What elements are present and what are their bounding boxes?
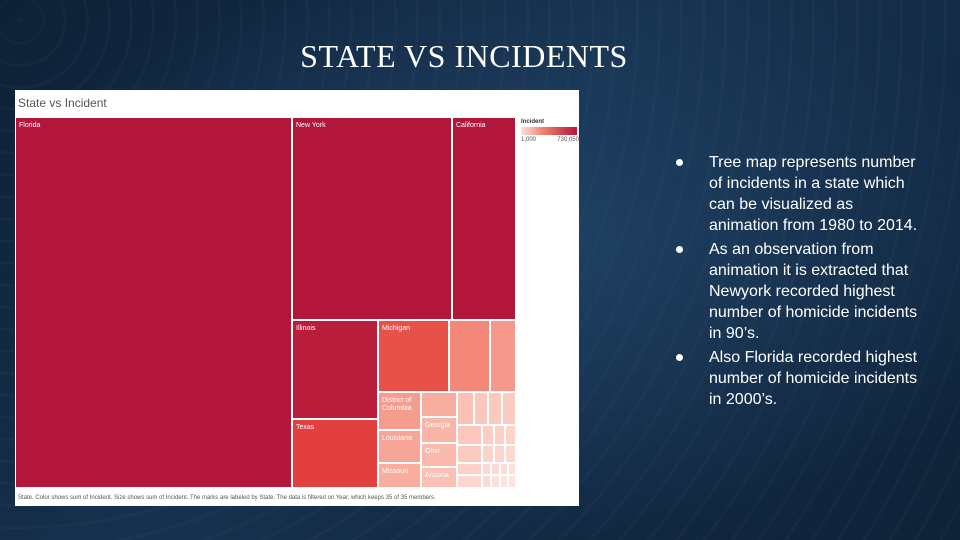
treemap-cell-unlabeled[interactable] (482, 425, 494, 445)
treemap-cell-unlabeled[interactable] (508, 475, 516, 488)
treemap-cell-unlabeled[interactable] (457, 445, 482, 463)
viz-title: State vs Incident (18, 96, 107, 110)
treemap: Florida New York California Illinois Tex… (15, 117, 516, 488)
treemap-cell-unlabeled[interactable] (457, 425, 482, 445)
treemap-cell-unlabeled[interactable] (491, 475, 500, 488)
cell-label-michigan: Michigan (382, 325, 411, 332)
bullet-item: Tree map represents number of incidents … (674, 152, 924, 236)
treemap-cell-unlabeled[interactable] (482, 475, 491, 488)
legend-gradient-bar (521, 127, 577, 135)
bullet-item: Also Florida recorded highest number of … (674, 347, 924, 410)
treemap-visualization: State vs Incident Florida New York Calif… (15, 90, 579, 506)
treemap-cell-unlabeled[interactable] (505, 425, 516, 445)
legend-title: Incident (521, 119, 545, 125)
cell-label-louisiana: Louisiana (382, 435, 412, 442)
treemap-cell-georgia[interactable]: Georgia (421, 417, 457, 443)
legend-min: 1,000 (521, 137, 537, 143)
legend-max: 730,050 (557, 137, 579, 143)
cell-label-missouri: Missouri (382, 468, 409, 475)
cell-label-california: California (456, 122, 486, 129)
cell-label-new-york: New York (296, 122, 326, 129)
treemap-cell-arizona[interactable]: Arizona (421, 467, 457, 488)
cell-label-georgia: Georgia (425, 422, 450, 429)
treemap-cell-florida[interactable]: Florida (15, 117, 292, 488)
treemap-cell-unlabeled[interactable] (457, 475, 482, 488)
treemap-cell-unlabeled[interactable] (449, 320, 490, 392)
cell-label-district-of-columbia: District of Columbia (382, 397, 412, 412)
treemap-cell-california[interactable]: California (452, 117, 516, 320)
bullet-list: Tree map represents number of incidents … (674, 152, 924, 413)
treemap-cell-unlabeled[interactable] (494, 425, 505, 445)
treemap-cell-unlabeled[interactable] (502, 392, 516, 425)
treemap-cell-illinois[interactable]: Illinois (292, 320, 378, 419)
treemap-cell-ohio[interactable]: Ohio (421, 443, 457, 467)
treemap-cell-unlabeled[interactable] (457, 463, 482, 475)
treemap-cell-unlabeled[interactable] (500, 463, 508, 475)
treemap-cell-texas[interactable]: Texas (292, 419, 378, 488)
treemap-cell-unlabeled[interactable] (505, 445, 516, 463)
treemap-cell-unlabeled[interactable] (474, 392, 488, 425)
cell-label-texas: Texas (296, 424, 315, 431)
treemap-cell-unlabeled[interactable] (482, 445, 494, 463)
color-legend: Incident 1,000 730,050 (521, 119, 579, 143)
treemap-cell-missouri[interactable]: Missouri (378, 463, 421, 488)
viz-footnote: State. Color shows sum of Incident. Size… (18, 495, 436, 501)
treemap-cell-unlabeled[interactable] (457, 392, 474, 425)
treemap-cell-unlabeled[interactable] (421, 392, 457, 417)
treemap-cell-michigan[interactable]: Michigan (378, 320, 449, 392)
treemap-cell-unlabeled[interactable] (491, 463, 500, 475)
treemap-cell-unlabeled[interactable] (482, 463, 491, 475)
cell-label-arizona: Arizona (425, 472, 449, 479)
bullet-item: As an observation from animation it is e… (674, 239, 924, 344)
slide-title: STATE VS INCIDENTS (300, 38, 628, 74)
cell-label-ohio: Ohio (425, 448, 440, 455)
cell-label-illinois: Illinois (296, 325, 316, 332)
treemap-cell-unlabeled[interactable] (500, 475, 508, 488)
treemap-cell-unlabeled[interactable] (494, 445, 505, 463)
cell-label-florida: Florida (19, 122, 41, 129)
treemap-cell-district-of-columbia[interactable]: District of Columbia (378, 392, 421, 430)
treemap-cell-unlabeled[interactable] (508, 463, 516, 475)
treemap-cell-unlabeled[interactable] (488, 392, 502, 425)
treemap-cell-new-york[interactable]: New York (292, 117, 452, 320)
treemap-cell-louisiana[interactable]: Louisiana (378, 430, 421, 463)
treemap-cell-unlabeled[interactable] (490, 320, 516, 392)
